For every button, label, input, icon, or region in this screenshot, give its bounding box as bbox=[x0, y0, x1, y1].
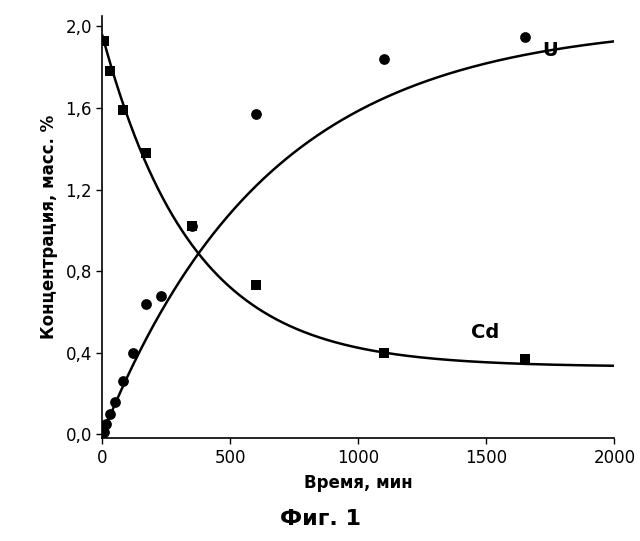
X-axis label: Время, мин: Время, мин bbox=[304, 473, 413, 492]
Point bbox=[520, 32, 530, 41]
Point bbox=[141, 299, 151, 308]
Point bbox=[110, 397, 120, 406]
Point bbox=[187, 222, 197, 230]
Point bbox=[520, 354, 530, 363]
Y-axis label: Концентрация, масс. %: Концентрация, масс. % bbox=[40, 115, 58, 339]
Point bbox=[379, 348, 389, 357]
Point bbox=[251, 281, 261, 289]
Point bbox=[118, 105, 128, 114]
Point bbox=[187, 222, 197, 230]
Point bbox=[105, 67, 115, 76]
Point bbox=[101, 420, 111, 428]
Point bbox=[99, 36, 109, 45]
Text: U: U bbox=[543, 41, 559, 61]
Point bbox=[118, 377, 128, 385]
Text: Cd: Cd bbox=[471, 322, 499, 342]
Point bbox=[251, 110, 261, 118]
Point bbox=[99, 428, 109, 437]
Point bbox=[379, 55, 389, 63]
Point bbox=[156, 291, 166, 300]
Point bbox=[128, 348, 138, 357]
Text: Фиг. 1: Фиг. 1 bbox=[280, 509, 360, 529]
Point bbox=[141, 148, 151, 157]
Point bbox=[105, 410, 115, 418]
